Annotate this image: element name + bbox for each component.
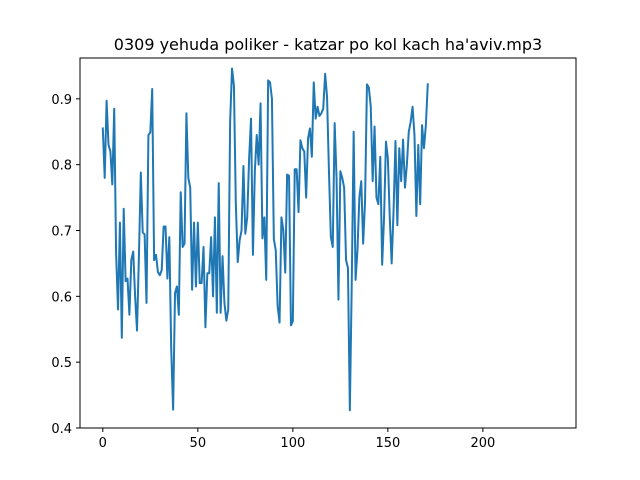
y-tick-label: 0.6 <box>51 290 72 305</box>
y-tick-label: 0.4 <box>51 422 72 437</box>
x-tick-label: 100 <box>280 436 305 451</box>
y-tick-label: 0.9 <box>51 93 72 108</box>
series-line <box>101 67 429 412</box>
x-tick-label: 150 <box>375 436 400 451</box>
chart-title: 0309 yehuda poliker - katzar po kol kach… <box>114 35 542 54</box>
y-tick-label: 0.5 <box>51 356 72 371</box>
x-tick-label: 0 <box>99 436 107 451</box>
x-tick-label: 50 <box>190 436 207 451</box>
plot-area: 0 50 100 150 200 0.4 0.5 0.6 0.7 0.8 0.9 <box>51 57 577 451</box>
x-axis: 0 50 100 150 200 <box>99 428 495 451</box>
y-tick-label: 0.8 <box>51 159 72 174</box>
y-tick-label: 0.7 <box>51 224 72 239</box>
x-tick-label: 200 <box>470 436 495 451</box>
y-axis: 0.4 0.5 0.6 0.7 0.8 0.9 <box>51 93 80 437</box>
